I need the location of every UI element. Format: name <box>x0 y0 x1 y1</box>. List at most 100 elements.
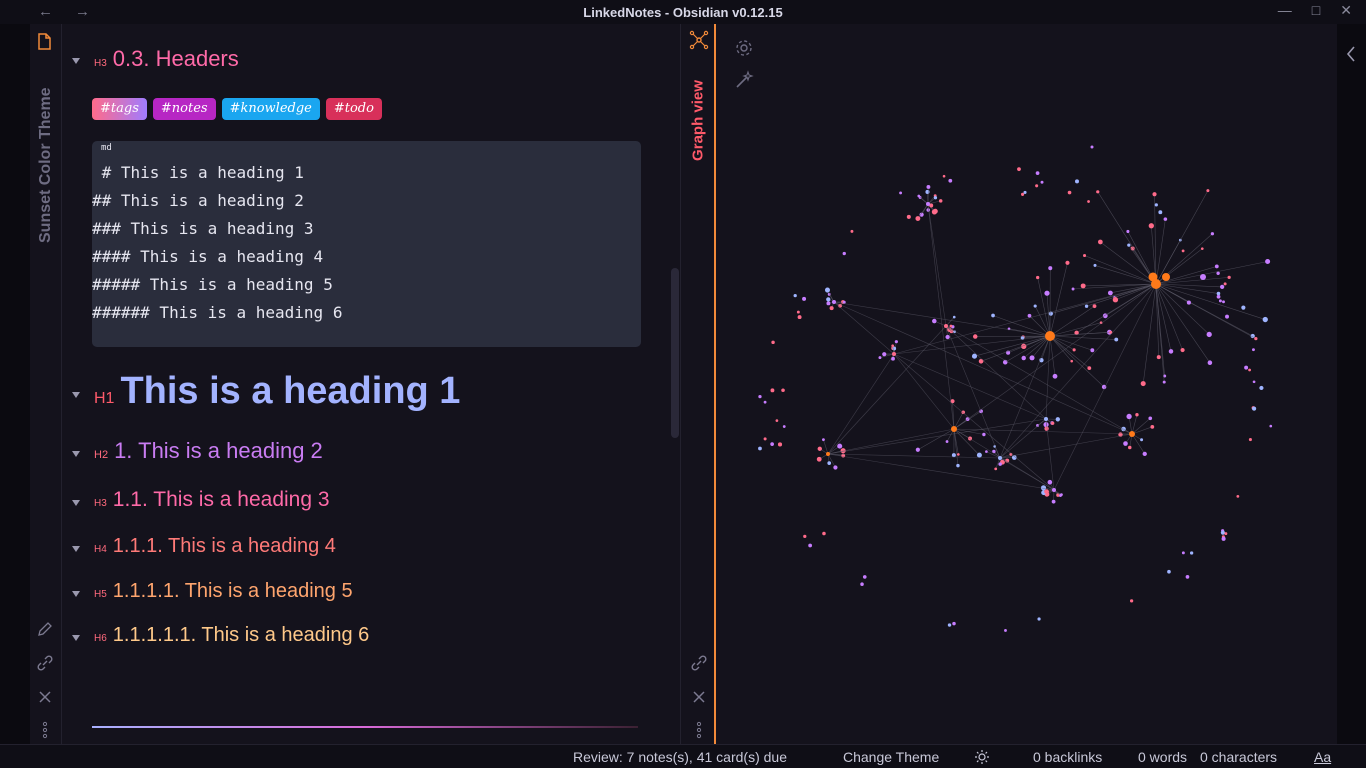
graph-node <box>953 330 956 334</box>
code-line: ###### This is a heading 6 <box>92 303 343 322</box>
tag-tags[interactable]: #tags <box>92 98 147 120</box>
graph-link <box>893 353 1055 491</box>
graph-node <box>915 447 920 452</box>
graph-node <box>917 194 921 198</box>
graph-node <box>1067 190 1072 195</box>
graph-node <box>894 340 898 344</box>
fold-chevron-icon[interactable] <box>72 500 80 506</box>
fold-chevron-icon[interactable] <box>72 635 80 641</box>
graph-node <box>808 543 813 548</box>
graph-link <box>1094 265 1157 285</box>
graph-node <box>1206 331 1212 338</box>
graph-node <box>837 443 843 449</box>
graph-node <box>951 453 956 458</box>
gear-icon[interactable] <box>734 38 754 58</box>
graph-node <box>1142 451 1147 457</box>
graph-node <box>1128 445 1132 450</box>
graph-node <box>1087 366 1092 371</box>
editor-scrollbar[interactable] <box>671 268 679 438</box>
fold-chevron-icon[interactable] <box>72 591 80 597</box>
graph-link <box>1155 283 1160 358</box>
tag-todo[interactable]: #todo <box>325 98 382 120</box>
graph-link <box>1049 335 1090 369</box>
graph-node <box>950 399 955 404</box>
graph-node <box>926 208 931 212</box>
graph-link <box>953 428 959 455</box>
review-status[interactable]: Review: 7 notes(s), 41 card(s) due <box>573 749 787 765</box>
graph-node <box>816 456 822 462</box>
editor-pane[interactable]: H3 0.3. Headers #tags #notes #knowledge … <box>63 24 668 744</box>
tag-notes[interactable]: #notes <box>152 98 216 120</box>
close-icon[interactable] <box>690 688 708 706</box>
graph-node <box>782 425 786 428</box>
more-options-icon[interactable] <box>690 721 708 739</box>
close-icon[interactable] <box>36 688 54 706</box>
graph-hub-node <box>826 452 830 456</box>
graph-node <box>1248 368 1251 372</box>
tag-list: #tags #notes #knowledge #todo <box>92 98 382 120</box>
right-ribbon <box>1337 24 1366 744</box>
graph-link <box>1155 266 1217 285</box>
graph-node <box>945 440 949 443</box>
graph-node <box>942 174 946 178</box>
graph-node <box>763 400 767 404</box>
tab-graph-view[interactable]: Graph view <box>689 80 707 161</box>
graph-link <box>1155 283 1223 288</box>
graph-node <box>1140 381 1146 387</box>
code-line: ##### This is a heading 5 <box>92 275 333 294</box>
graph-node <box>829 306 834 311</box>
graph-node <box>1262 316 1268 323</box>
graph-node <box>1109 330 1113 334</box>
graph-link <box>999 457 1055 491</box>
character-count: 0 characters <box>1200 749 1278 765</box>
heading-text: 1.1.1.1. This is a heading 5 <box>112 580 353 602</box>
fold-chevron-icon[interactable] <box>72 392 80 398</box>
graph-node <box>1070 359 1074 363</box>
link-icon[interactable] <box>690 654 708 672</box>
fold-chevron-icon[interactable] <box>72 58 80 64</box>
more-options-icon[interactable] <box>36 721 54 739</box>
heading-text: 0.3. Headers <box>112 46 239 71</box>
graph-link <box>1100 241 1157 285</box>
file-icon[interactable] <box>37 33 52 50</box>
graph-hub-node <box>832 300 836 304</box>
graph-node <box>850 229 854 233</box>
graph-node <box>1051 421 1055 425</box>
change-theme-button[interactable]: Change Theme <box>843 749 940 765</box>
graph-node <box>1200 247 1204 251</box>
graph-node <box>1112 297 1119 303</box>
chevron-left-icon[interactable] <box>1345 44 1357 64</box>
graph-node <box>1148 223 1154 229</box>
back-arrow-icon[interactable]: ← <box>38 3 53 20</box>
graph-node <box>1156 355 1161 360</box>
graph-link <box>1046 293 1051 337</box>
active-tab-indicator <box>714 24 716 744</box>
tag-knowledge[interactable]: #knowledge <box>221 98 320 120</box>
code-block[interactable]: md # This is a heading 1 ## This is a he… <box>92 141 641 347</box>
font-toggle-button[interactable]: Aa <box>1314 749 1332 765</box>
graph-node <box>949 324 953 328</box>
sun-icon[interactable] <box>974 749 990 765</box>
link-icon[interactable] <box>36 654 54 672</box>
graph-link <box>893 283 1157 355</box>
graph-link <box>1155 261 1268 285</box>
graph-icon[interactable] <box>689 30 709 50</box>
pencil-icon[interactable] <box>36 620 54 638</box>
close-window-icon[interactable]: ✕ <box>1340 2 1352 18</box>
fold-chevron-icon[interactable] <box>72 451 80 457</box>
forward-arrow-icon[interactable]: → <box>75 3 90 20</box>
graph-node <box>932 318 937 324</box>
magic-wand-icon[interactable] <box>734 70 754 90</box>
minimize-icon[interactable]: — <box>1277 2 1292 18</box>
graph-node <box>1127 243 1131 247</box>
graph-node <box>1252 348 1255 352</box>
graph-node <box>891 344 895 348</box>
graph-node <box>919 212 924 217</box>
fold-chevron-icon[interactable] <box>72 546 80 552</box>
maximize-icon[interactable]: □ <box>1311 2 1321 18</box>
graph-canvas[interactable] <box>716 24 1337 744</box>
graph-view[interactable] <box>716 24 1337 744</box>
graph-hub-node <box>1045 331 1055 341</box>
code-line: ### This is a heading 3 <box>92 219 314 238</box>
graph-node <box>1044 489 1049 495</box>
